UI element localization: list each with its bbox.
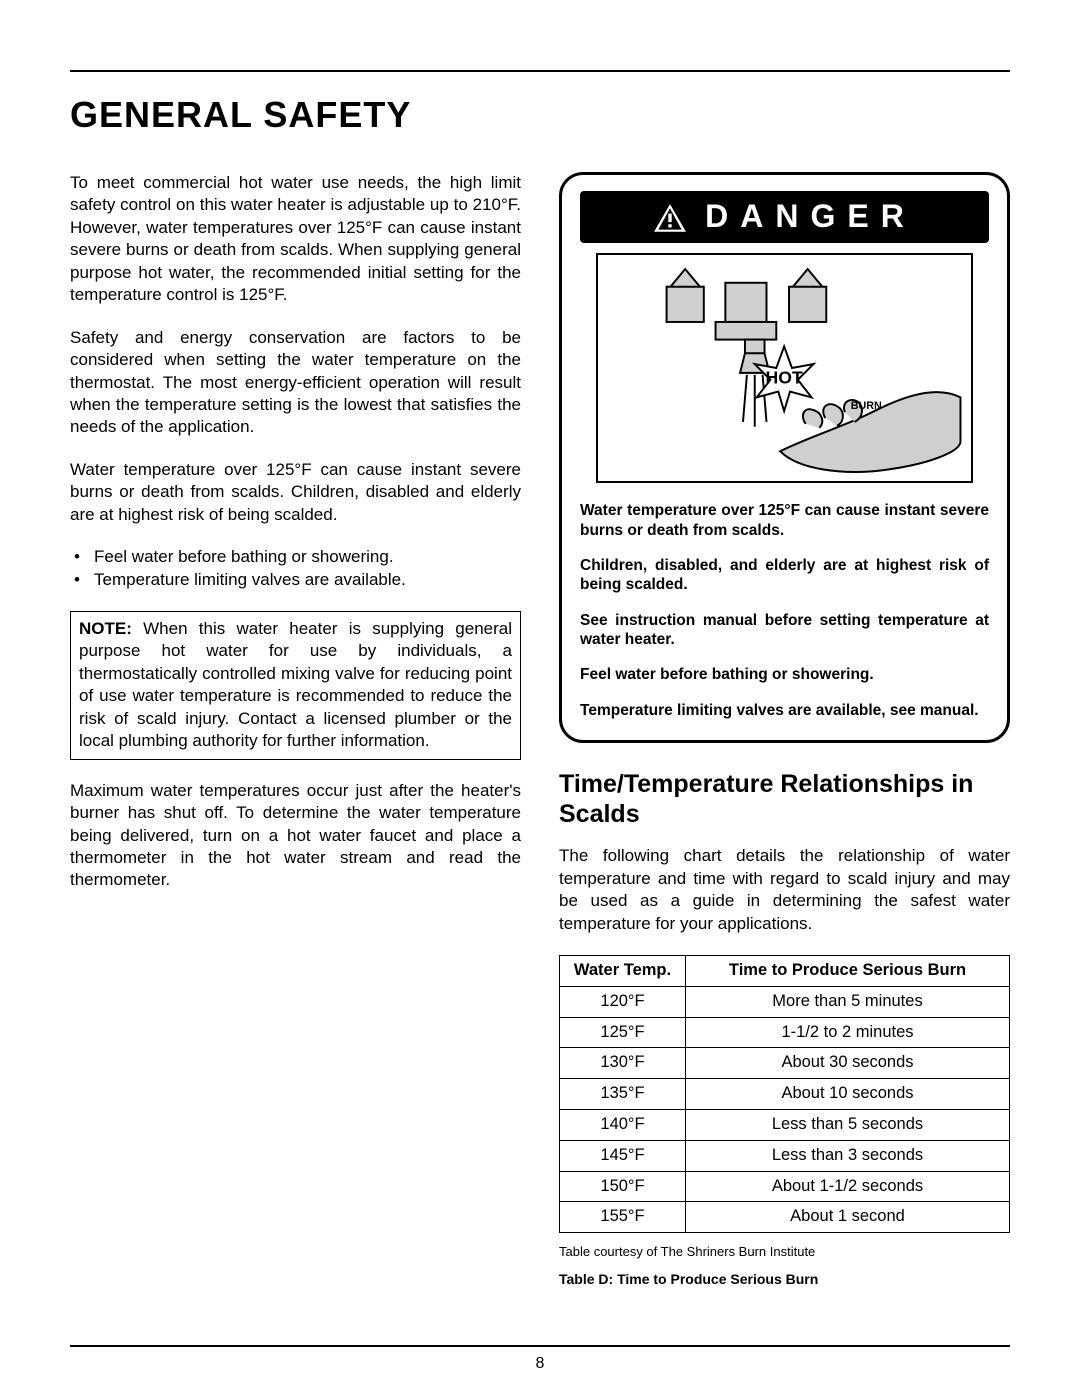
danger-line-2: Children, disabled, and elderly are at h… [580,556,989,595]
table-credit: Table courtesy of The Shriners Burn Inst… [559,1243,1010,1260]
scald-table: Water Temp. Time to Produce Serious Burn… [559,955,1010,1233]
hot-label: HOT [766,368,803,388]
danger-line-4: Feel water before bathing or showering. [580,665,989,684]
note-label: NOTE: [79,619,132,638]
subsection-paragraph: The following chart details the relation… [559,845,1010,935]
warning-triangle-icon [653,201,687,231]
page-title: GENERAL SAFETY [70,94,1010,136]
danger-card: DANGER [559,172,1010,743]
danger-header: DANGER [580,191,989,243]
right-column: DANGER [559,172,1010,1289]
left-column: To meet commercial hot water use needs, … [70,172,521,1289]
scald-table-body: 120°FMore than 5 minutes 125°F1-1/2 to 2… [560,986,1010,1232]
table-row: 125°F1-1/2 to 2 minutes [560,1017,1010,1048]
intro-paragraph-4: Maximum water temperatures occur just af… [70,780,521,892]
table-row: 120°FMore than 5 minutes [560,986,1010,1017]
intro-paragraph-1: To meet commercial hot water use needs, … [70,172,521,307]
danger-line-5: Temperature limiting valves are availabl… [580,701,989,720]
bullet-limiting-valves: Temperature limiting valves are availabl… [94,569,521,591]
table-row: 130°FAbout 30 seconds [560,1048,1010,1079]
note-body: When this water heater is supplying gene… [79,619,512,750]
table-header-temp: Water Temp. [560,955,686,986]
danger-header-text: DANGER [705,195,916,237]
bottom-rule [70,1345,1010,1347]
danger-line-3: See instruction manual before setting te… [580,611,989,650]
table-row: 150°FAbout 1-1/2 seconds [560,1171,1010,1202]
table-row: 145°FLess than 3 seconds [560,1140,1010,1171]
two-column-layout: To meet commercial hot water use needs, … [70,172,1010,1289]
bullet-feel-water: Feel water before bathing or showering. [94,546,521,568]
danger-line-1: Water temperature over 125°F can cause i… [580,501,989,540]
top-rule [70,70,1010,72]
safety-bullets: Feel water before bathing or showering. … [70,546,521,591]
subsection-heading: Time/Temperature Relationships in Scalds [559,769,1010,829]
page-number: 8 [0,1355,1080,1373]
table-header-time: Time to Produce Serious Burn [686,955,1010,986]
intro-paragraph-3: Water temperature over 125°F can cause i… [70,459,521,526]
table-row: 155°FAbout 1 second [560,1202,1010,1233]
danger-illustration: HOT BURN [596,253,972,483]
note-box: NOTE: When this water heater is supplyin… [70,611,521,760]
table-row: 135°FAbout 10 seconds [560,1079,1010,1110]
intro-paragraph-2: Safety and energy conservation are facto… [70,327,521,439]
danger-text-list: Water temperature over 125°F can cause i… [580,501,989,720]
table-row: 140°FLess than 5 seconds [560,1109,1010,1140]
burn-label: BURN [851,400,882,412]
table-caption: Table D: Time to Produce Serious Burn [559,1270,1010,1288]
